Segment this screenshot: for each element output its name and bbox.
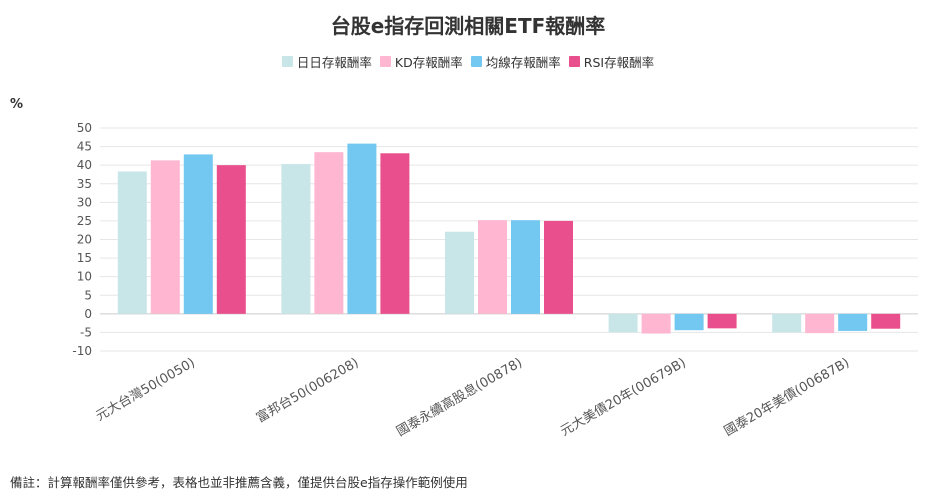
- bar: [674, 313, 704, 331]
- y-tick-label: -5: [80, 325, 92, 339]
- legend-label-rsi: RSI存報酬率: [583, 55, 655, 70]
- x-tick-label: 國泰20年美債(00687B): [722, 355, 852, 439]
- bar: [641, 313, 671, 334]
- bar: [544, 220, 573, 314]
- legend: 日日存報酬率 KD存報酬率 均線存報酬率 RSI存報酬率: [0, 52, 936, 71]
- y-tick-label: 0: [84, 307, 92, 321]
- bar: [511, 220, 540, 314]
- bar: [707, 313, 737, 329]
- legend-item-kd[interactable]: KD存報酬率: [379, 52, 463, 71]
- y-tick-label: 45: [77, 140, 92, 154]
- bar: [445, 231, 474, 314]
- bar: [281, 164, 311, 314]
- footnote: 備註：計算報酬率僅供參考，表格也並非推薦含義，僅提供台股e指存操作範例使用: [10, 475, 468, 490]
- bar: [838, 313, 868, 331]
- y-tick-label: 50: [77, 121, 92, 135]
- y-tick-label: 15: [77, 251, 92, 265]
- bar: [150, 160, 180, 314]
- y-tick-label: 40: [77, 158, 92, 172]
- y-tick-label: 5: [84, 288, 92, 302]
- bar: [347, 143, 377, 314]
- y-tick-label: 35: [77, 177, 92, 191]
- legend-item-rsi[interactable]: RSI存報酬率: [568, 52, 655, 71]
- bar: [380, 153, 410, 314]
- legend-swatch-kd: [379, 56, 391, 67]
- y-tick-label: 25: [77, 214, 92, 228]
- bar: [871, 313, 901, 329]
- legend-item-daily[interactable]: 日日存報酬率: [281, 52, 372, 71]
- legend-swatch-daily: [281, 56, 293, 67]
- legend-label-kd: KD存報酬率: [394, 55, 463, 70]
- y-axis-unit: %: [10, 97, 24, 112]
- y-tick-label: 20: [77, 233, 92, 247]
- bar: [608, 313, 638, 333]
- y-tick-label: -10: [72, 344, 92, 358]
- bar: [117, 171, 147, 314]
- y-tick-label: 10: [77, 270, 92, 284]
- bar: [183, 154, 213, 314]
- bar: [772, 313, 802, 333]
- chart-title: 台股e指存回測相關ETF報酬率: [330, 14, 606, 38]
- bar: [314, 152, 344, 314]
- bar: [216, 165, 246, 314]
- x-tick-label: 元大台灣50(0050): [93, 355, 197, 424]
- legend-swatch-ma: [470, 56, 482, 67]
- bar: [805, 313, 835, 334]
- legend-label-daily: 日日存報酬率: [296, 55, 372, 70]
- y-tick-label: 30: [77, 195, 92, 209]
- x-tick-label: 國泰永續高股息(00878): [394, 355, 525, 440]
- x-tick-label: 富邦台50(006208): [254, 355, 362, 427]
- legend-swatch-rsi: [568, 56, 580, 67]
- bar: [478, 220, 507, 314]
- legend-item-ma[interactable]: 均線存報酬率: [470, 52, 561, 71]
- x-tick-label: 元大美債20年(00679B): [558, 355, 688, 439]
- legend-label-ma: 均線存報酬率: [485, 55, 561, 70]
